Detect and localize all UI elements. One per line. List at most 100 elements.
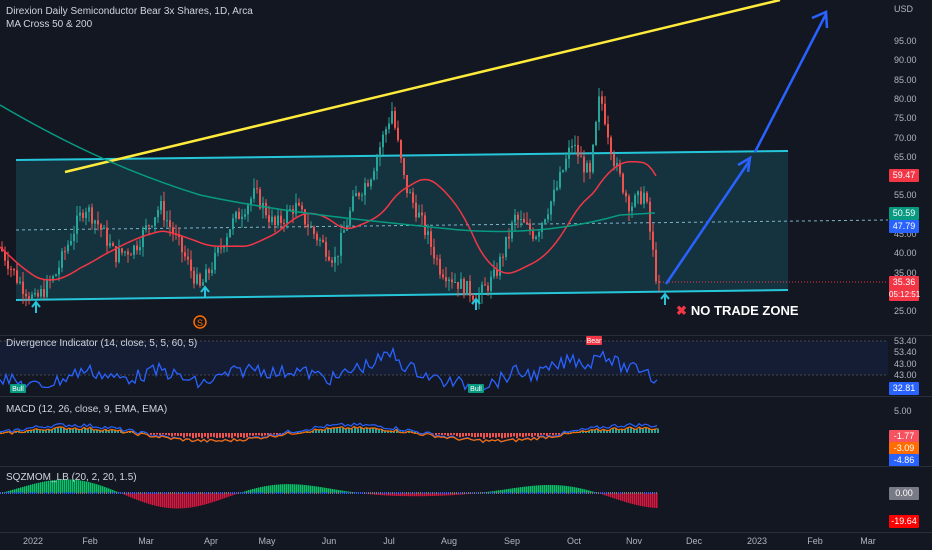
candle-body xyxy=(637,191,639,196)
macd-histogram-bar xyxy=(333,428,335,433)
macd-histogram-bar xyxy=(600,430,602,433)
candle-body xyxy=(313,227,315,234)
momentum-bar xyxy=(28,485,30,493)
macd-histogram-bar xyxy=(387,430,389,433)
price-pane[interactable]: S xyxy=(0,0,888,335)
ma-cross-legend[interactable]: MA Cross 50 & 200 xyxy=(6,19,93,30)
squeeze-dot xyxy=(582,492,583,494)
squeeze-dot xyxy=(294,492,295,494)
momentum-bar xyxy=(328,488,330,493)
divergence-chart[interactable]: Bull Bull Bear xyxy=(0,336,888,395)
squeeze-dot xyxy=(134,492,135,494)
squeeze-dot xyxy=(254,492,255,494)
squeeze-dot xyxy=(578,492,579,494)
candle-body xyxy=(31,294,33,299)
momentum-bar xyxy=(392,493,394,496)
candle-body xyxy=(583,156,585,173)
momentum-bar xyxy=(282,484,284,493)
macd-histogram-bar xyxy=(564,431,566,433)
momentum-bar xyxy=(574,487,576,493)
squeeze-dot xyxy=(182,492,183,494)
momentum-bar xyxy=(198,493,200,506)
candle-body xyxy=(403,158,405,176)
squeeze-dot xyxy=(14,492,15,494)
squeeze-dot xyxy=(286,492,287,494)
squeeze-dot xyxy=(8,492,9,494)
squeeze-dot xyxy=(226,492,227,494)
macd-histogram-bar xyxy=(96,429,98,433)
momentum-bar xyxy=(638,493,640,506)
candle-body xyxy=(103,227,105,229)
squeeze-dot xyxy=(380,492,381,494)
divergence-legend[interactable]: Divergence Indicator (14, close, 5, 5, 6… xyxy=(6,338,198,349)
squeeze-dot xyxy=(268,492,269,494)
squeeze-dot xyxy=(576,492,577,494)
candle-body xyxy=(34,292,36,295)
candle-body xyxy=(550,201,552,215)
squeeze-dot xyxy=(156,492,157,494)
momentum-bar xyxy=(166,493,168,508)
squeeze-dot xyxy=(118,492,119,494)
momentum-bar xyxy=(572,486,574,493)
macd-histogram-bar xyxy=(222,433,224,439)
price-tick: 55.00 xyxy=(894,190,917,201)
momentum-bar xyxy=(26,485,28,493)
macd-histogram-bar xyxy=(651,429,653,433)
squeeze-dot xyxy=(412,492,413,494)
squeeze-dot xyxy=(248,492,249,494)
momentum-bar xyxy=(310,485,312,493)
momentum-bar xyxy=(186,493,188,508)
macd-histogram-bar xyxy=(45,429,47,433)
macd-histogram-bar xyxy=(639,427,641,433)
candle-body xyxy=(58,267,60,275)
sqzmom-legend[interactable]: SQZMOM_LB (20, 2, 20, 1.5) xyxy=(6,472,137,483)
macd-pane[interactable] xyxy=(0,397,888,463)
squeeze-dot xyxy=(378,492,379,494)
momentum-bar xyxy=(578,487,580,493)
momentum-bar xyxy=(398,493,400,497)
macd-legend[interactable]: MACD (12, 26, close, 9, EMA, EMA) xyxy=(6,404,168,415)
momentum-bar xyxy=(420,493,422,497)
squeeze-dot xyxy=(496,492,497,494)
momentum-bar xyxy=(606,493,608,496)
momentum-bar xyxy=(620,493,622,501)
sqzmom-chart[interactable] xyxy=(0,467,888,531)
momentum-bar xyxy=(102,486,104,493)
candle-body xyxy=(214,252,216,270)
candle-body xyxy=(238,211,240,220)
candle-body xyxy=(343,230,345,233)
price-chart[interactable]: S xyxy=(0,0,888,335)
momentum-bar xyxy=(626,493,628,503)
momentum-bar xyxy=(274,484,276,493)
squeeze-dot xyxy=(32,492,33,494)
momentum-bar xyxy=(218,493,220,501)
squeeze-dot xyxy=(446,492,447,494)
candle-body xyxy=(532,231,534,239)
divergence-pane[interactable]: Bull Bull Bear xyxy=(0,336,888,395)
squeeze-dot xyxy=(390,492,391,494)
momentum-bar xyxy=(248,490,250,493)
momentum-bar xyxy=(454,493,456,496)
macd-histogram-bar xyxy=(489,433,491,438)
macd-chart[interactable] xyxy=(0,397,888,463)
squeeze-dot xyxy=(4,492,5,494)
squeeze-dot xyxy=(44,492,45,494)
macd-histogram-bar xyxy=(438,433,440,435)
squeeze-dot xyxy=(602,492,603,494)
projection-arrow-2 xyxy=(753,13,828,153)
squeeze-dot xyxy=(538,492,539,494)
candle-body xyxy=(151,225,153,227)
squeeze-dot xyxy=(316,492,317,494)
candle-body xyxy=(55,274,57,277)
sqzmom-pane[interactable] xyxy=(0,467,888,531)
squeeze-dot xyxy=(638,492,639,494)
candle-body xyxy=(412,192,414,203)
candle-body xyxy=(355,193,357,197)
pane-separator[interactable] xyxy=(0,466,932,467)
macd-histogram-bar xyxy=(141,432,143,433)
pane-separator[interactable] xyxy=(0,335,932,336)
macd-histogram-bar xyxy=(192,433,194,439)
squeeze-dot xyxy=(444,492,445,494)
macd-histogram-bar xyxy=(450,433,452,436)
pane-separator[interactable] xyxy=(0,396,932,397)
